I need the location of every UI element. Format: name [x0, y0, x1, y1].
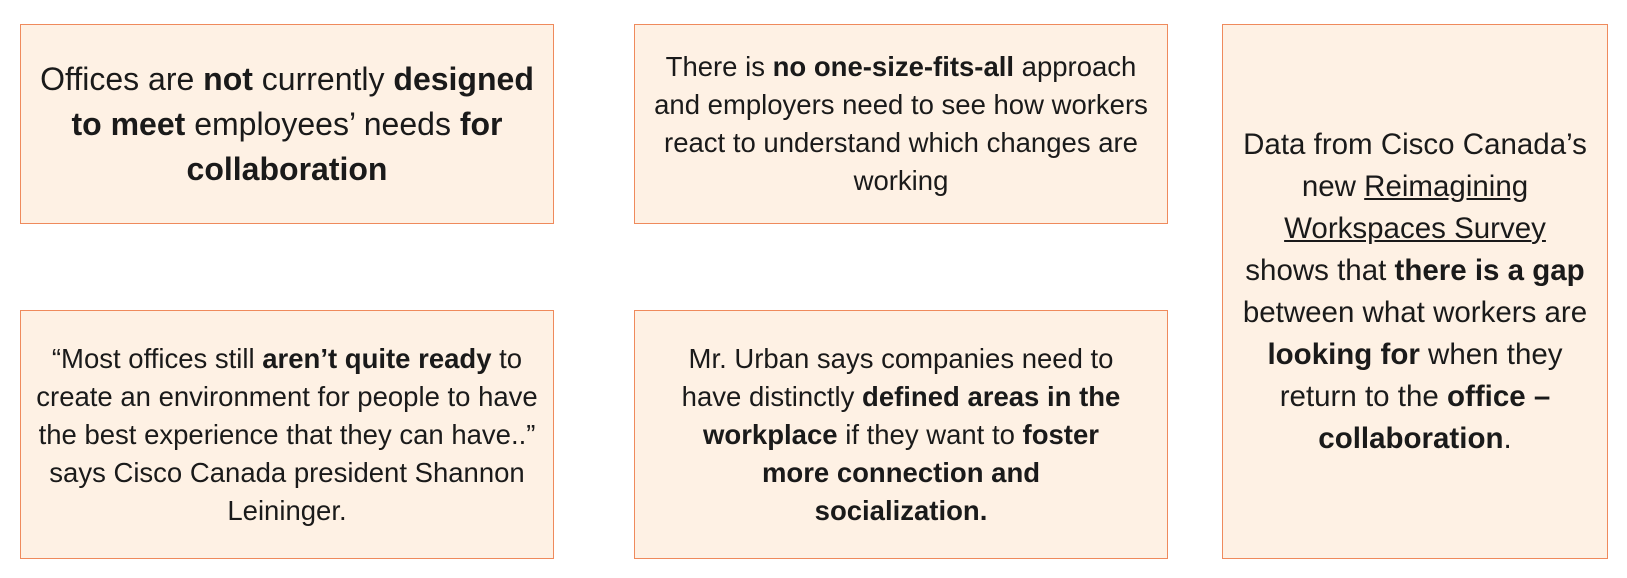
card-offices-not-designed: Offices are not currently designed to me… — [20, 24, 554, 224]
card-survey-gap: Data from Cisco Canada’s new Reimagining… — [1222, 24, 1608, 559]
card-text: Mr. Urban says companies need to have di… — [681, 342, 1121, 526]
card-text: Data from Cisco Canada’s new Reimagining… — [1242, 127, 1588, 455]
card-urban-defined-areas: Mr. Urban says companies need to have di… — [634, 310, 1168, 559]
card-leininger-quote: “Most offices still aren’t quite ready t… — [20, 310, 554, 559]
card-text: There is no one-size-fits-all approach a… — [654, 51, 1148, 196]
card-text: Offices are not currently designed to me… — [40, 60, 534, 187]
card-text: “Most offices still aren’t quite ready t… — [36, 342, 538, 526]
survey-link[interactable]: Reimagining Workspaces Survey — [1284, 169, 1546, 245]
card-no-one-size-fits-all: There is no one-size-fits-all approach a… — [634, 24, 1168, 224]
